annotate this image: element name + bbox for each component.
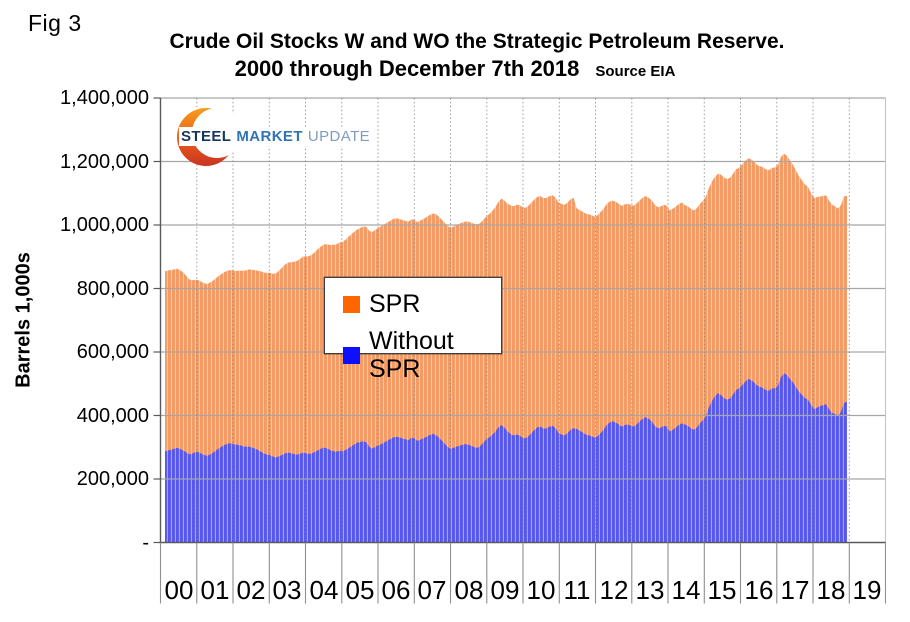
source-note: Source EIA <box>595 63 676 80</box>
legend-label-spr: SPR <box>369 290 421 318</box>
chart-title: Crude Oil Stocks W and WO the Strategic … <box>169 30 785 53</box>
spr-swatch-icon <box>343 295 360 313</box>
figure-number: Fig 3 <box>28 10 82 36</box>
legend: SPR Without SPR <box>324 277 502 383</box>
without-spr-swatch-icon <box>343 346 360 364</box>
legend-label-without-spr: Without SPR <box>369 327 454 383</box>
y-axis-title: Barrels 1,000s <box>12 252 35 388</box>
legend-item-without-spr: Without SPR <box>343 327 501 383</box>
bar-gap-texture <box>165 153 847 543</box>
legend-item-spr: SPR <box>343 290 420 318</box>
chart-subtitle-row: 2000 through December 7th 2018 Source EIA <box>0 56 910 82</box>
chart-subtitle: 2000 through December 7th 2018 <box>234 56 580 81</box>
